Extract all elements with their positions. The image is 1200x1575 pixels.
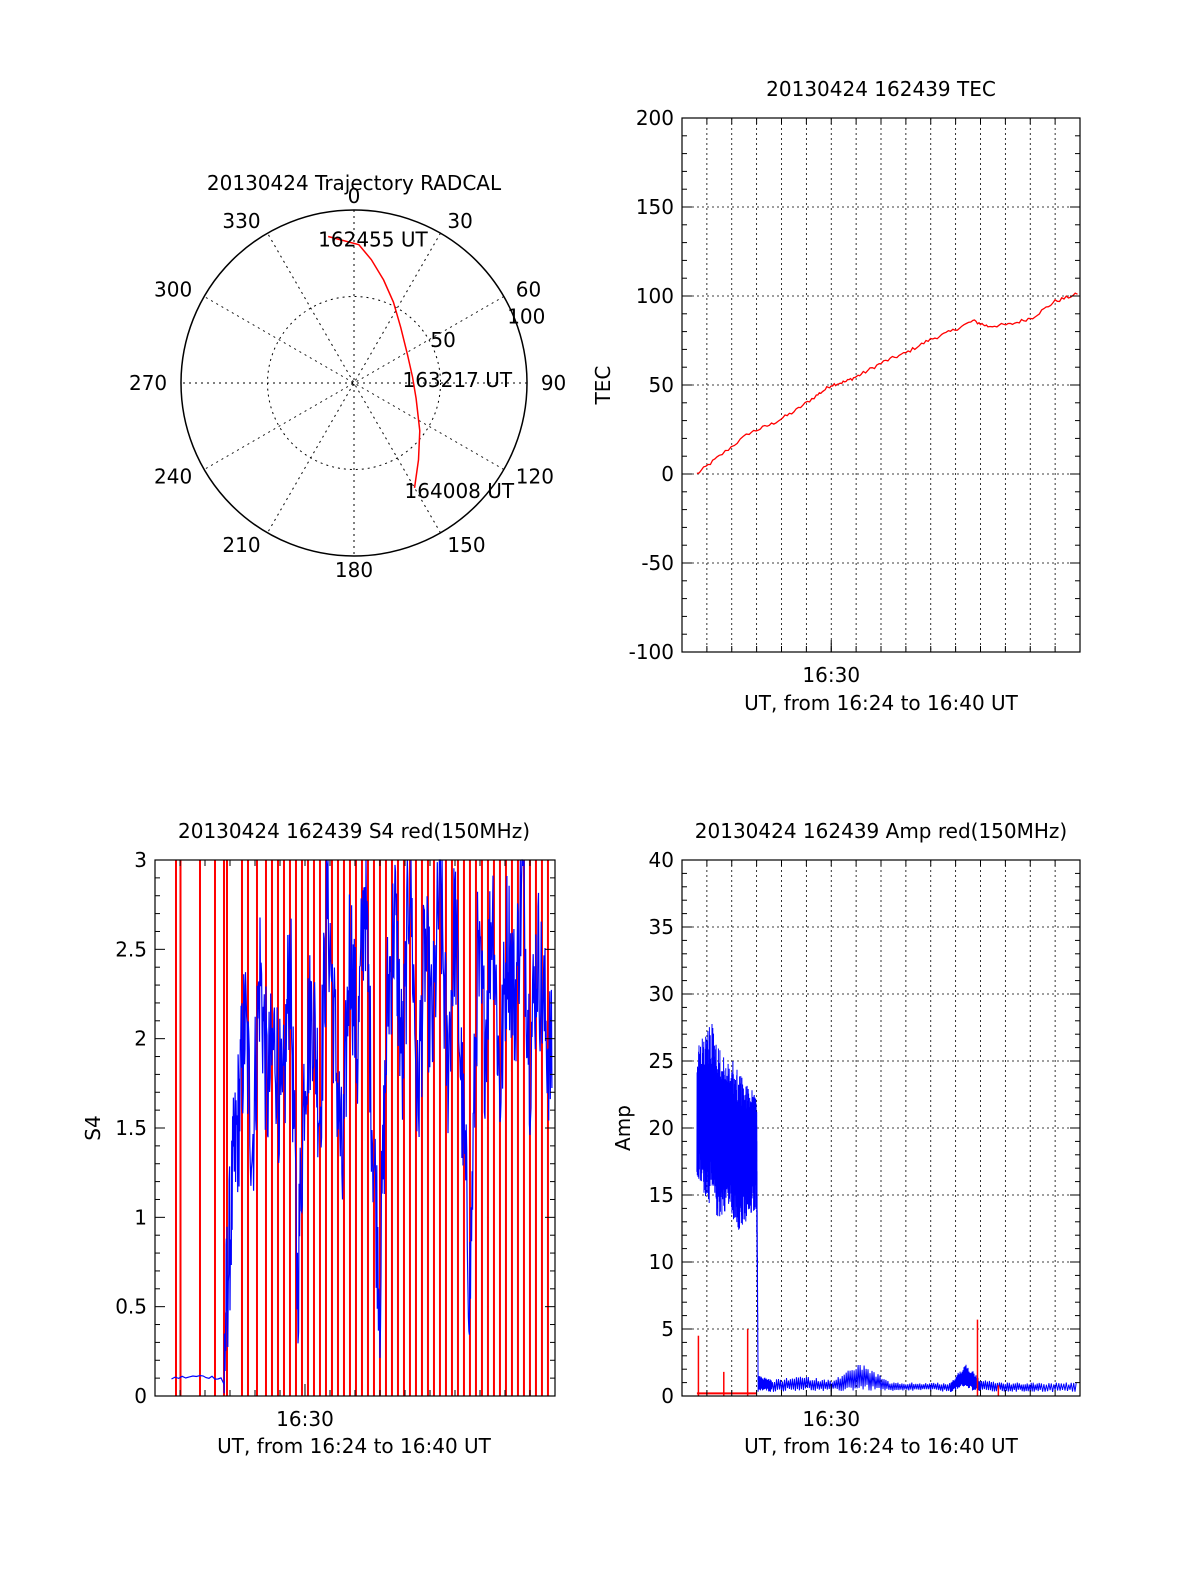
polar-radius-label: 100 xyxy=(507,304,545,328)
polar-radius-label: 50 xyxy=(430,328,455,352)
y-tick-label: 25 xyxy=(649,1049,674,1073)
amp-title: 20130424 162439 Amp red(150MHz) xyxy=(695,819,1067,843)
trajectory-time-label: 163217 UT xyxy=(402,368,512,392)
polar-angle-label: 240 xyxy=(154,464,192,488)
s4-ylabel: S4 xyxy=(81,1115,105,1140)
tec-xlabel: UT, from 16:24 to 16:40 UT xyxy=(744,691,1019,715)
y-tick-label: 30 xyxy=(649,982,674,1006)
s4-xlabel: UT, from 16:24 to 16:40 UT xyxy=(217,1434,492,1458)
trajectory-time-label: 162455 UT xyxy=(318,227,428,251)
s4-blue-line xyxy=(171,859,553,1394)
amp-xlabel: UT, from 16:24 to 16:40 UT xyxy=(744,1434,1019,1458)
trajectory-line xyxy=(327,235,421,488)
y-tick-label: 0 xyxy=(134,1384,147,1408)
polar-angle-label: 0 xyxy=(348,184,361,208)
grid xyxy=(682,118,1080,652)
amp-plot: 0 5 10 15 20 25 30 35 40 16:30 xyxy=(649,848,1081,1431)
y-tick-label: 3 xyxy=(134,848,147,872)
polar-angle-label: 180 xyxy=(335,558,373,582)
y-tick-label: 0 xyxy=(661,462,674,486)
polar-angle-label: 270 xyxy=(129,371,167,395)
polar-spoke xyxy=(267,232,441,534)
polar-angle-label: 60 xyxy=(516,278,541,302)
trajectory-time-label: 164008 UT xyxy=(405,479,515,503)
y-tick-label: 10 xyxy=(649,1250,674,1274)
x-tick-label: 16:30 xyxy=(802,1407,860,1431)
amp-ylabel: Amp xyxy=(611,1105,635,1151)
y-tick-label: 150 xyxy=(636,195,674,219)
tec-panel: 20130424 162439 TEC TEC UT, from 16:24 t… xyxy=(591,77,1081,715)
amp-blue-line xyxy=(696,1023,1077,1392)
s4-title: 20130424 162439 S4 red(150MHz) xyxy=(178,819,530,843)
y-tick-label: 1.5 xyxy=(115,1116,147,1140)
polar-angle-label: 210 xyxy=(222,533,260,557)
polar-spoke xyxy=(203,296,505,470)
y-tick-label: 35 xyxy=(649,915,674,939)
tec-ylabel: TEC xyxy=(591,366,615,406)
y-tick-label: 100 xyxy=(636,284,674,308)
tec-plot: -100 -50 0 50 100 150 200 16:30 xyxy=(629,106,1081,687)
y-tick-label: -50 xyxy=(641,551,674,575)
polar-angle-label: 30 xyxy=(447,209,472,233)
polar-angle-label: 150 xyxy=(447,533,485,557)
y-tick-label: 200 xyxy=(636,106,674,130)
tec-title: 20130424 162439 TEC xyxy=(766,77,996,101)
y-tick-label: 50 xyxy=(649,373,674,397)
tec-line xyxy=(696,292,1078,475)
y-tick-label: -100 xyxy=(629,640,674,664)
amp-panel: 20130424 162439 Amp red(150MHz) Amp UT, … xyxy=(611,819,1081,1458)
y-tick-label: 5 xyxy=(661,1317,674,1341)
y-tick-label: 1 xyxy=(134,1205,147,1229)
y-tick-label: 2.5 xyxy=(115,937,147,961)
x-tick-label: 16:30 xyxy=(802,663,860,687)
polar-angle-label: 90 xyxy=(541,371,566,395)
s4-plot: 0 0.5 1 1.5 2 2.5 3 16:30 xyxy=(115,848,556,1431)
x-tick-label: 16:30 xyxy=(276,1407,334,1431)
y-tick-label: 0.5 xyxy=(115,1295,147,1319)
polar-title: 20130424 Trajectory RADCAL xyxy=(207,171,502,195)
polar-spoke xyxy=(203,296,505,470)
y-tick-label: 40 xyxy=(649,848,674,872)
s4-panel: 20130424 162439 S4 red(150MHz) S4 UT, fr… xyxy=(81,819,556,1458)
polar-angle-label: 330 xyxy=(222,209,260,233)
y-tick-label: 20 xyxy=(649,1116,674,1140)
y-tick-label: 15 xyxy=(649,1183,674,1207)
polar-spoke xyxy=(267,232,441,534)
y-tick-label: 0 xyxy=(661,1384,674,1408)
polar-angle-label: 300 xyxy=(154,278,192,302)
y-tick-label: 2 xyxy=(134,1027,147,1051)
polar-angle-label: 120 xyxy=(516,464,554,488)
polar-trajectory-panel: 20130424 Trajectory RADCAL 0 30 60 90 120 150… xyxy=(129,171,566,582)
polar-plot: 0 30 60 90 120 150 180 210 240 270 300 330 50 100 1624… xyxy=(129,184,566,582)
